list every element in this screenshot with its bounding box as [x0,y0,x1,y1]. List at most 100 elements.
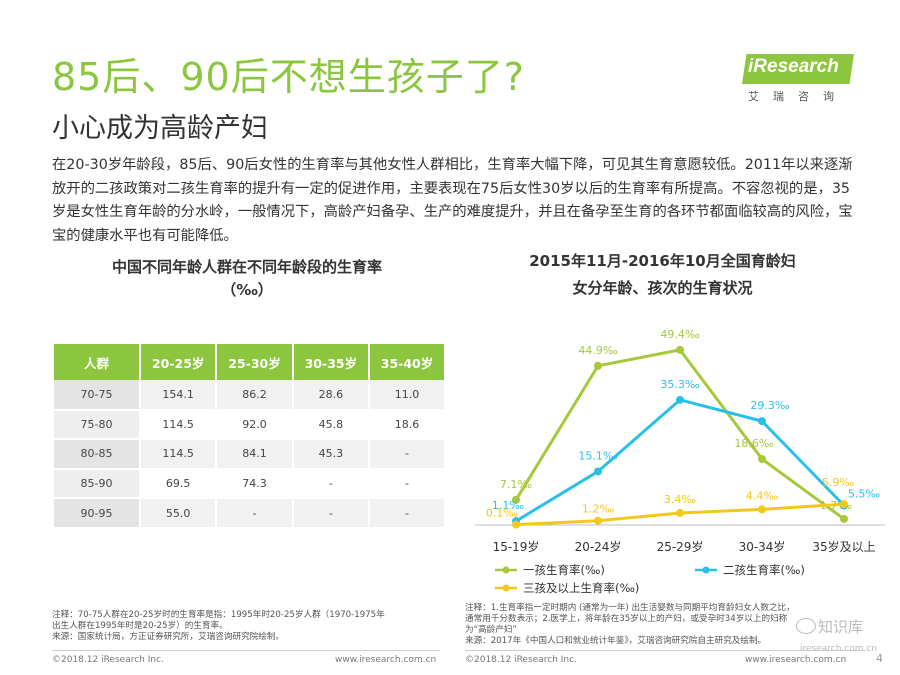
footer-copyright-left: ©2018.12 iResearch Inc. [52,655,164,665]
table-cell: 80-85 [54,439,141,470]
legend-label: 三孩及以上生育率(‰) [523,581,639,595]
data-label: 0.1‰ [486,507,518,520]
table-header-cell: 人群 [54,344,141,380]
data-label: 35.3‰ [660,378,699,391]
data-point [676,345,684,354]
data-label: 44.9‰ [578,344,617,357]
note-line: 通常用千分数表示；2.医学上，将年龄在35岁以上的产妇，或受孕时34岁以上的妇称 [465,614,788,624]
chart-title: 2015年11月-2016年10月全国育龄妇 女分年龄、孩次的生育状况 [470,248,855,302]
table-header-row: 人群 20-25岁 25-30岁 30-35岁 35-40岁 [54,344,444,380]
table-cell: 75-80 [54,409,141,441]
table-cell: 154.1 [140,380,218,411]
logo-badge [742,54,854,84]
table-cell: 11.0 [369,380,444,411]
table-row: 90-95 55.0 - - - [54,498,444,529]
data-label: 1.2‰ [582,503,614,516]
data-label: 5.5‰ [848,488,880,501]
iresearch-logo: iResearch 艾瑞咨询 [742,50,862,103]
note-right: 注释：1.生育率指一定时期内 (通常为一年) 出生活婴数与同期平均育龄妇女人数之… [465,603,885,647]
logo-subtext: 艾瑞咨询 [748,90,848,103]
chart-title-line1: 2015年11月-2016年10月全国育龄妇 [529,252,796,270]
watermark-text: 知识库 [818,618,864,636]
table-cell: 55.0 [140,498,218,529]
footer-copyright-right: ©2018.12 iResearch Inc. [465,655,577,665]
x-tick-label: 20-24岁 [575,539,622,554]
table-cell: - [369,498,444,529]
table-cell: - [292,498,371,529]
table-cell: 70-75 [54,380,141,411]
table-header-cell: 35-40岁 [369,344,444,380]
data-point [840,514,848,523]
table-cell: - [292,468,371,500]
footer-url-right: www.iresearch.com.cn [745,655,847,665]
note-left: 注释：70-75人群在20-25岁时的生育率是指：1995年时20-25岁人群（… [52,610,452,643]
table-header-cell: 25-30岁 [216,344,294,380]
table-row: 75-80 114.5 92.0 45.8 18.6 [54,409,444,441]
note-line: 来源：2017年《中国人口和就业统计年鉴》，艾瑞咨询研究院自主研究及绘制。 [465,636,767,646]
data-label: 7.1‰ [500,478,532,491]
x-tick-label: 30-34岁 [739,539,786,554]
data-point [594,516,602,525]
table-cell: 114.5 [140,409,218,441]
legend-label: 二孩生育率(‰) [723,563,805,577]
data-point [512,520,520,529]
data-label: 3.4‰ [664,493,696,506]
table-cell: 45.8 [292,409,371,441]
page-number: 4 [876,652,883,665]
note-line: 注释：1.生育率指一定时期内 (通常为一年) 出生活婴数与同期平均育龄妇女人数之… [465,603,795,613]
data-point [758,505,766,514]
intro-paragraph: 在20-30岁年龄段，85后、90后女性的生育率与其他女性人群相比，生育率大幅下… [52,157,853,244]
watermark-subtext: iresearch.com.cn [800,644,878,654]
legend-marker [502,566,510,574]
footer-divider-right [465,650,865,651]
table-cell: 90-95 [54,498,141,529]
table-title-line2: （‰） [221,281,273,299]
data-label: 1.1‰ [492,499,524,512]
legend-label: 一孩生育率(‰) [523,563,605,577]
data-label: 49.4‰ [660,328,699,341]
page-subtitle: 小心成为高龄产妇 [52,113,268,144]
x-tick-label: 15-19岁 [493,539,540,554]
table-header-cell: 20-25岁 [140,344,218,380]
table-row: 70-75 154.1 86.2 28.6 11.0 [54,380,444,411]
legend-marker [502,584,510,592]
note-line: 为“高龄产妇” [465,625,517,635]
footer-divider-left [52,650,440,651]
table-cell: 69.5 [140,468,218,500]
table-cell: 85-90 [54,468,141,500]
table-row: 85-90 69.5 74.3 - - [54,468,444,500]
logo-text: iResearch [748,56,839,77]
table-cell: 18.6 [369,409,444,441]
table-cell: 28.6 [292,380,371,411]
table-cell: - [369,468,444,500]
table-header-cell: 30-35岁 [292,344,371,380]
table-cell: 74.3 [216,468,294,500]
note-line: 来源：国家统计局，方正证券研究所，艾瑞咨询研究院绘制。 [52,632,285,642]
data-point [840,500,848,509]
chart-title-line2: 女分年龄、孩次的生育状况 [572,279,753,297]
x-tick-label: 25-29岁 [657,539,704,554]
note-line: 出生人群在1995年时是20-25岁）的生育率。 [52,621,228,631]
data-point [676,395,684,404]
note-line: 注释：70-75人群在20-25岁时的生育率是指：1995年时20-25岁人群（… [52,610,385,620]
table-title-line1: 中国不同年龄人群在不同年龄段的生育率 [111,258,382,276]
table-cell: 86.2 [216,380,294,411]
table-title: 中国不同年龄人群在不同年龄段的生育率 （‰） [52,256,442,302]
table-cell: 114.5 [140,439,218,470]
data-point [676,508,684,517]
legend-marker [702,566,710,574]
data-label: 5.9‰ [822,476,854,489]
table-cell: 84.1 [216,439,294,470]
wechat-icon [796,618,816,634]
table-row: 80-85 114.5 84.1 45.3 - [54,439,444,470]
data-point [594,467,602,476]
table-cell: - [369,439,444,470]
data-label: 4.4‰ [746,489,778,502]
data-point [512,495,520,504]
data-point [594,361,602,370]
page-title: 85后、90后不想生孩子了? [52,55,525,99]
data-label: 18.6‰ [734,437,773,450]
table-cell: 45.3 [292,439,371,470]
table-cell: 92.0 [216,409,294,441]
footer-url-left: www.iresearch.com.cn [335,655,437,665]
